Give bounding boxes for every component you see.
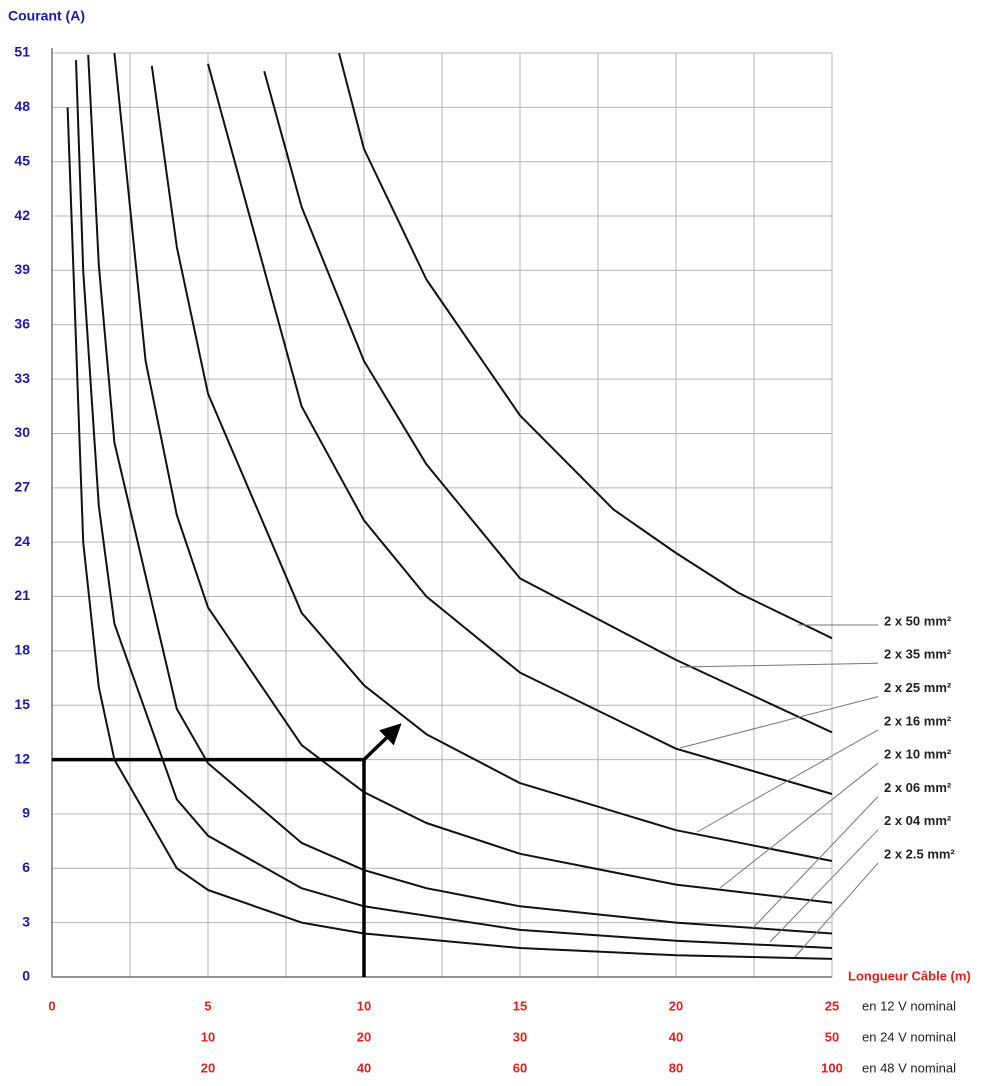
y-tick-label: 24 <box>14 533 30 549</box>
y-axis-title: Courant (A) <box>8 8 85 24</box>
curve <box>75 60 833 949</box>
y-tick-label: 39 <box>14 261 30 277</box>
y-tick-label: 33 <box>14 370 30 386</box>
x-tick-label: 25 <box>825 998 839 1013</box>
leader-line <box>752 796 879 929</box>
x-scale-label: en 24 V nominal <box>862 1029 956 1044</box>
example-arrow <box>362 723 402 761</box>
y-tick-label: 48 <box>14 98 30 114</box>
y-tick-label: 3 <box>22 913 30 929</box>
legend-label: 2 x 2.5 mm² <box>884 847 955 862</box>
x-tick-label: 0 <box>48 998 55 1013</box>
y-tick-label: 12 <box>14 750 30 766</box>
legend-label: 2 x 50 mm² <box>884 613 952 628</box>
y-tick-label: 36 <box>14 315 30 331</box>
y-tick-label: 51 <box>14 44 30 60</box>
legend-label: 2 x 16 mm² <box>884 713 952 728</box>
x-tick-label: 100 <box>821 1060 843 1075</box>
y-tick-label: 9 <box>22 805 30 821</box>
curve <box>338 52 833 640</box>
y-tick-label: 30 <box>14 424 30 440</box>
x-tick-label: 15 <box>513 998 527 1013</box>
curve <box>66 107 833 960</box>
curve <box>113 52 833 904</box>
x-tick-label: 30 <box>513 1029 527 1044</box>
x-tick-label: 20 <box>357 1029 371 1044</box>
x-tick-label: 60 <box>513 1060 527 1075</box>
y-tick-label: 0 <box>22 968 30 984</box>
y-tick-label: 42 <box>14 207 30 223</box>
x-tick-label: 50 <box>825 1029 839 1044</box>
curve <box>150 65 833 862</box>
curve <box>263 70 833 734</box>
leader-line <box>679 696 879 749</box>
y-tick-label: 18 <box>14 642 30 658</box>
x-scale-label: en 12 V nominal <box>862 998 956 1013</box>
x-tick-label: 20 <box>669 998 683 1013</box>
y-tick-label: 15 <box>14 696 30 712</box>
legend-label: 2 x 25 mm² <box>884 680 952 695</box>
y-tick-label: 21 <box>14 587 30 603</box>
y-tick-label: 27 <box>14 479 30 495</box>
y-tick-label: 45 <box>14 152 30 168</box>
x-tick-label: 5 <box>204 998 211 1013</box>
x-tick-label: 20 <box>201 1060 215 1075</box>
x-tick-label: 80 <box>669 1060 683 1075</box>
x-tick-label: 40 <box>669 1029 683 1044</box>
x-tick-label: 10 <box>201 1029 215 1044</box>
legend-label: 2 x 35 mm² <box>884 647 952 662</box>
leader-line <box>794 862 879 958</box>
x-scale-label: en 48 V nominal <box>862 1060 956 1075</box>
leader-line <box>719 762 879 889</box>
curve <box>207 63 833 795</box>
leader-line <box>769 829 879 943</box>
legend-label: 2 x 10 mm² <box>884 747 952 762</box>
curve <box>87 54 833 935</box>
legend-label: 2 x 06 mm² <box>884 780 952 795</box>
x-axis-title: Longueur Câble (m) <box>848 968 971 983</box>
leader-line <box>679 662 879 668</box>
legend-label: 2 x 04 mm² <box>884 813 952 828</box>
y-tick-label: 6 <box>22 859 30 875</box>
x-tick-label: 10 <box>357 998 371 1013</box>
leader-line <box>696 729 879 833</box>
x-tick-label: 40 <box>357 1060 371 1075</box>
